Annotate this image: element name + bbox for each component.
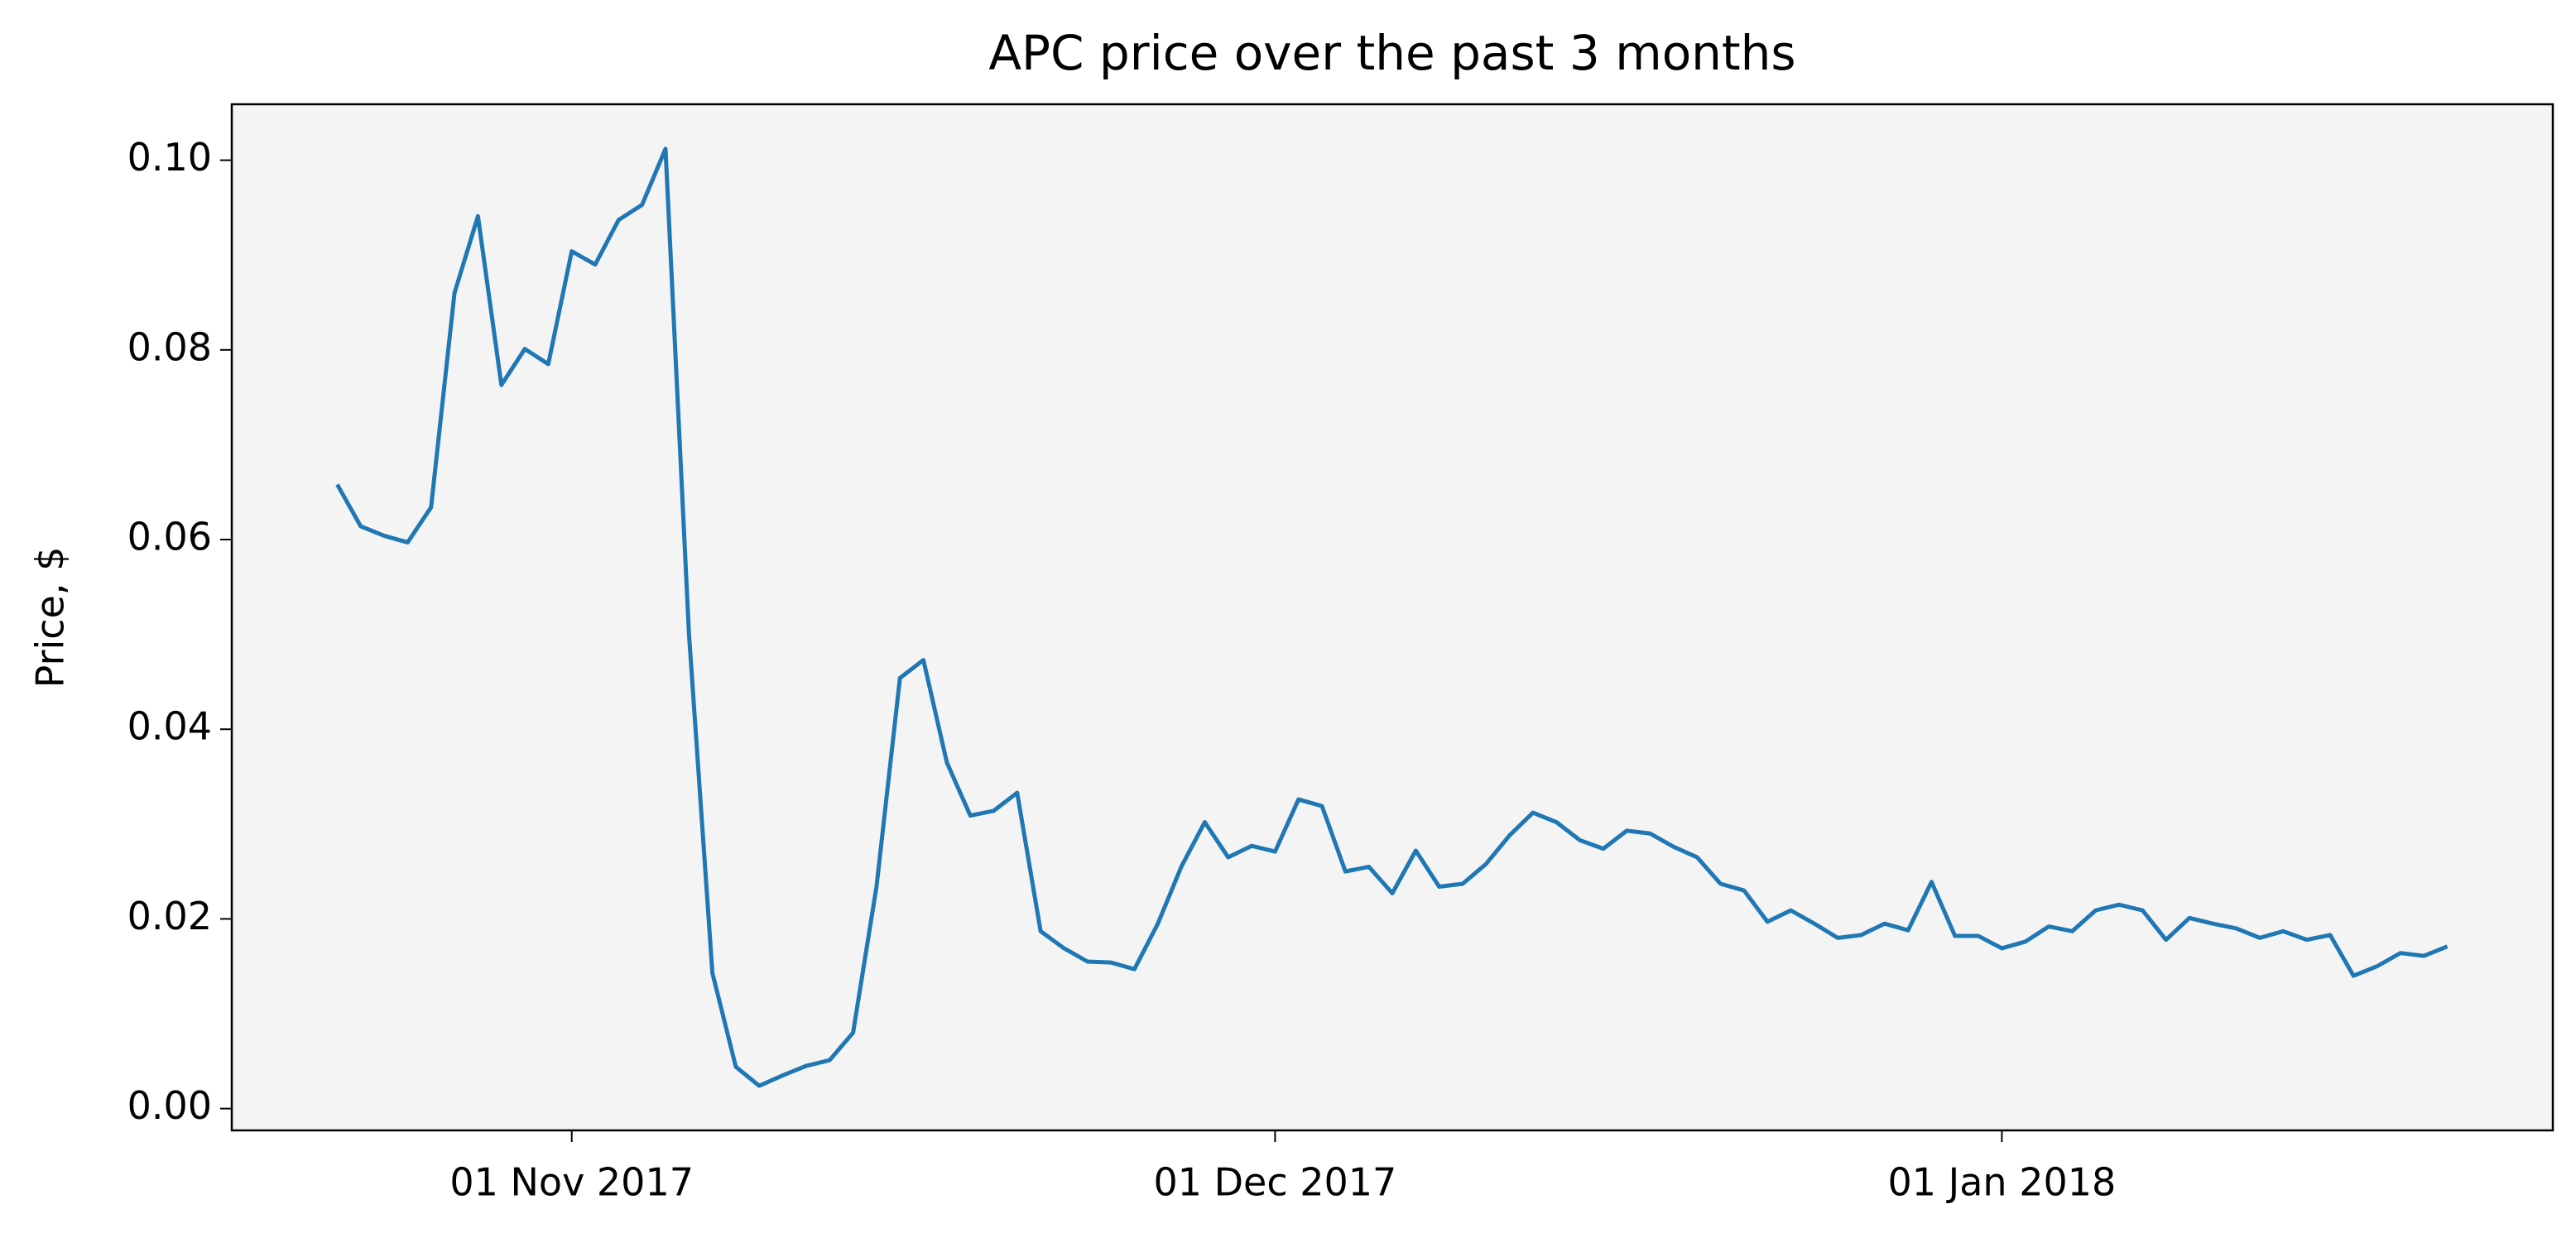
y-tick-label: 0.00 [127, 1083, 212, 1128]
y-tick-label: 0.08 [127, 324, 212, 369]
y-tick-label: 0.10 [127, 135, 212, 180]
chart-title: APC price over the past 3 months [988, 25, 1795, 81]
plot-frame [230, 103, 2554, 1132]
y-axis-label: Price, $ [28, 547, 73, 688]
y-tick-label: 0.06 [127, 515, 212, 559]
x-tick-label: 01 Dec 2017 [1153, 1160, 1396, 1205]
y-tick-label: 0.02 [127, 894, 212, 938]
x-tick-label: 01 Nov 2017 [449, 1160, 694, 1205]
price-line [335, 146, 2449, 1088]
plot-area [232, 104, 2553, 1130]
x-tick-label: 01 Jan 2018 [1888, 1160, 2117, 1205]
y-tick-label: 0.04 [127, 704, 212, 749]
